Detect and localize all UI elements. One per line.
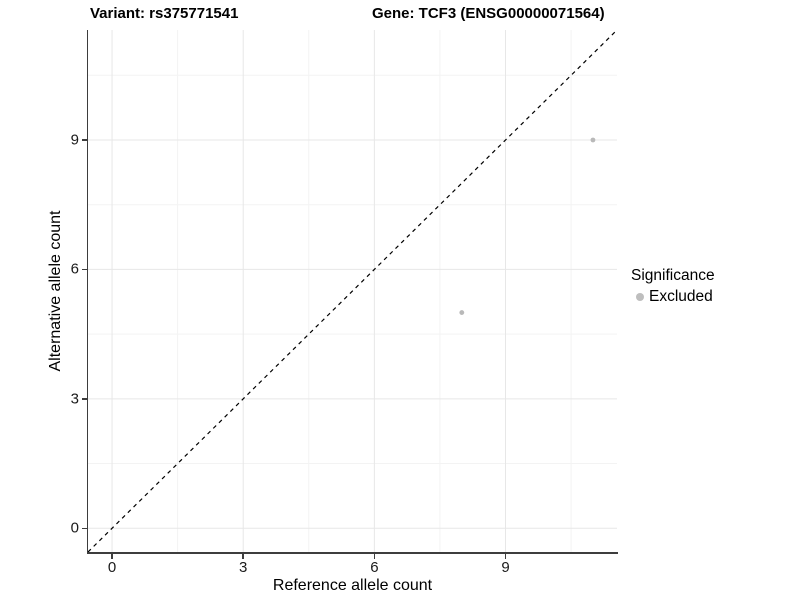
x-axis-title: Reference allele count bbox=[272, 577, 433, 594]
legend-item-excluded: Excluded bbox=[636, 288, 715, 306]
x-tick-mark bbox=[242, 553, 244, 559]
y-tick-label: 3 bbox=[70, 390, 79, 408]
x-tick-label: 0 bbox=[107, 559, 117, 576]
gene-title: Gene: TCF3 (ENSG00000071564) bbox=[372, 5, 605, 22]
data-point bbox=[459, 310, 465, 315]
identity-line bbox=[88, 30, 617, 552]
x-tick-mark bbox=[504, 553, 507, 559]
variant-title: Variant: rs375771541 bbox=[90, 5, 239, 22]
y-tick-label: 6 bbox=[70, 260, 79, 278]
x-tick-mark bbox=[373, 553, 376, 559]
y-tick-mark bbox=[81, 398, 87, 400]
legend: Significance Excluded bbox=[631, 267, 715, 306]
x-tick-label: 6 bbox=[370, 559, 379, 576]
y-axis-line bbox=[86, 30, 88, 554]
x-axis-line bbox=[86, 552, 618, 554]
legend-title: Significance bbox=[631, 267, 715, 284]
y-tick-mark bbox=[81, 268, 87, 271]
y-tick-mark bbox=[81, 139, 87, 141]
x-tick-label: 9 bbox=[501, 559, 510, 576]
y-tick-label: 9 bbox=[70, 131, 79, 149]
plot-canvas bbox=[88, 30, 617, 552]
x-tick-mark bbox=[111, 553, 113, 559]
plot-panel bbox=[88, 30, 617, 552]
x-tick-label: 3 bbox=[239, 559, 248, 576]
y-axis-title: Alternative allele count bbox=[47, 210, 64, 372]
y-tick-label: 0 bbox=[70, 519, 79, 537]
legend-item-label: Excluded bbox=[649, 288, 713, 305]
y-tick-mark bbox=[81, 527, 87, 530]
excluded-point-swatch-icon bbox=[636, 293, 644, 301]
data-point bbox=[590, 137, 596, 143]
